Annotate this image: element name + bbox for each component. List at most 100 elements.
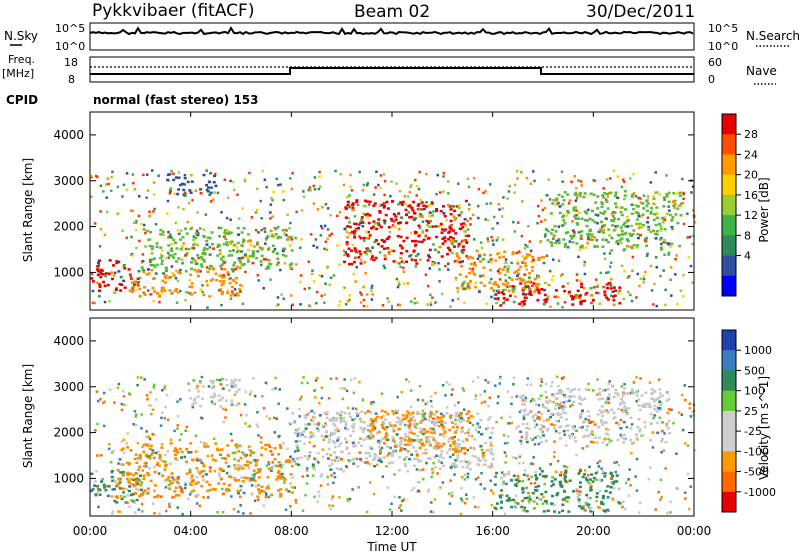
echo-cell <box>244 455 247 458</box>
echo-cell <box>212 198 215 201</box>
echo-cell <box>609 486 613 489</box>
echo-cell <box>524 437 528 441</box>
echo-cell <box>469 279 473 283</box>
echo-cell <box>580 507 584 510</box>
echo-cell <box>652 229 656 233</box>
echo-cell <box>183 193 187 196</box>
echo-cell <box>553 407 557 410</box>
echo-cell <box>585 477 588 480</box>
echo-cell <box>413 211 416 215</box>
echo-cell <box>154 484 157 487</box>
echo-cell <box>479 241 483 244</box>
echo-cell <box>397 212 401 215</box>
echo-cell <box>393 445 397 448</box>
echo-cell <box>290 464 294 468</box>
echo-cell <box>181 262 185 265</box>
echo-cell <box>252 475 256 479</box>
echo-cell <box>409 443 413 447</box>
echo-cell <box>383 410 387 414</box>
echo-cell <box>555 295 559 299</box>
echo-cell <box>618 302 622 305</box>
echo-cell <box>540 256 544 259</box>
echo-cell <box>467 434 471 437</box>
echo-cell <box>512 220 515 224</box>
echo-cell <box>96 273 100 277</box>
echo-cell <box>568 240 572 243</box>
echo-cell <box>138 456 142 459</box>
echo-cell <box>389 424 392 427</box>
echo-cell <box>420 240 424 244</box>
echo-cell <box>476 476 480 479</box>
echo-cell <box>149 238 152 241</box>
echo-cell <box>570 294 573 298</box>
echo-cell <box>507 265 510 268</box>
echo-cell <box>159 233 163 236</box>
echo-cell <box>437 261 441 265</box>
echo-cell <box>471 267 475 270</box>
echo-cell <box>275 304 278 308</box>
echo-cell <box>190 285 194 289</box>
echo-cell <box>350 262 354 266</box>
echo-cell <box>583 473 587 476</box>
echo-cell <box>586 505 590 509</box>
echo-cell <box>211 458 215 461</box>
echo-cell <box>637 404 641 407</box>
echo-cell <box>146 491 150 494</box>
colorbar-band <box>722 330 736 351</box>
echo-cell <box>579 234 583 237</box>
echo-cell <box>365 461 369 464</box>
echo-cell <box>460 250 463 253</box>
echo-cell <box>241 207 244 210</box>
echo-cell <box>209 191 213 195</box>
echo-cell <box>665 422 669 426</box>
echo-cell <box>517 425 520 428</box>
echo-cell <box>618 286 622 289</box>
echo-cell <box>419 213 423 216</box>
echo-cell <box>551 228 554 232</box>
echo-cell <box>607 382 610 386</box>
echo-cell <box>408 457 411 461</box>
echo-cell <box>118 479 122 482</box>
echo-cell <box>542 405 545 408</box>
echo-cell <box>177 206 180 209</box>
echo-cell <box>546 238 550 242</box>
echo-cell <box>261 395 264 398</box>
echo-cell <box>459 512 463 516</box>
echo-cell <box>644 425 647 429</box>
echo-cell <box>461 283 464 287</box>
echo-cell <box>665 399 669 402</box>
echo-cell <box>621 400 625 403</box>
echo-cell <box>520 396 524 400</box>
echo-cell <box>140 427 143 430</box>
echo-cell <box>350 189 354 192</box>
echo-cell <box>336 244 339 247</box>
echo-cell <box>205 247 209 251</box>
echo-cell <box>465 254 469 258</box>
echo-cell <box>617 423 621 426</box>
echo-cell <box>206 190 210 193</box>
echo-cell <box>143 293 147 296</box>
echo-cell <box>197 256 200 260</box>
echo-cell <box>290 238 294 241</box>
echo-cell <box>425 229 429 232</box>
echo-cell <box>148 447 152 451</box>
echo-cell <box>650 397 654 400</box>
echo-cell <box>498 382 501 385</box>
echo-cell <box>155 495 159 498</box>
echo-cell <box>623 194 627 197</box>
echo-cell <box>601 245 605 248</box>
echo-cell <box>121 463 125 466</box>
echo-cell <box>274 227 278 231</box>
echo-cell <box>361 397 364 401</box>
echo-cell <box>362 298 366 302</box>
echo-cell <box>469 217 472 220</box>
echo-cell <box>229 242 233 245</box>
echo-cell <box>148 437 152 441</box>
echo-cell <box>222 482 226 486</box>
echo-cell <box>672 192 676 195</box>
echo-cell <box>253 459 257 462</box>
echo-cell <box>495 301 498 305</box>
echo-cell <box>449 305 452 308</box>
echo-cell <box>147 238 151 242</box>
echo-cell <box>560 170 564 173</box>
